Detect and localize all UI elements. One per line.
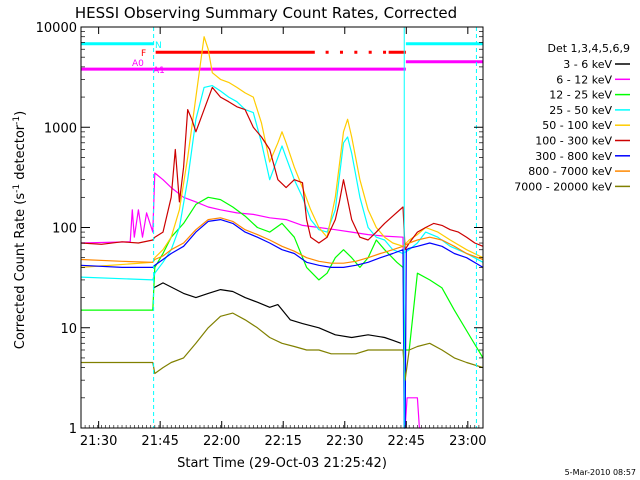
x-tick-label: 22:30 [326,434,363,449]
series-line-8 [81,312,484,381]
y-tick-label: 1 [69,422,77,437]
x-tick-label: 21:30 [80,434,117,449]
series-line-0 [153,282,402,344]
legend-title: Det 1,3,4,5,6,9 [547,42,630,55]
flag-label: A0 [132,59,144,69]
flag-label: F [141,49,146,59]
x-axis-label: Start Time (29-Oct-03 21:25:42) [177,456,387,471]
series-line-3 [80,84,484,281]
y-axis-label: Corrected Count Rate (s-1 detector-1) [12,111,28,349]
legend-label-0: 3 - 6 keV [563,58,612,71]
flag-1-dot-1 [339,50,343,54]
x-tick-label: 22:15 [264,434,301,449]
legend-label-1: 6 - 12 keV [556,73,612,86]
series-line-6 [80,219,484,429]
y-tick-label: 100 [52,222,77,237]
y-axis-label-sup2: -1 [12,116,22,125]
x-tick-label: 21:45 [141,434,178,449]
series-layer [80,36,484,429]
flag-1-dot-2 [354,50,358,54]
legend: Det 1,3,4,5,6,9 3 - 6 keV 6 - 12 keV 12 - 2… [514,42,630,193]
series-line-2 [81,196,484,359]
legend-label-4: 50 - 100 keV [542,119,612,132]
series-line-4 [80,36,484,268]
flag-label: N [155,41,162,51]
y-tick-label: 1000 [44,121,77,136]
flag-1-dot-4 [383,50,387,54]
x-tick-label: 22:45 [388,434,425,449]
series-line-7 [80,217,484,264]
timestamp: 5-Mar-2010 08:57 [565,468,636,477]
x-tick-label: 22:00 [203,434,240,449]
flag-1-dot-0 [325,50,329,54]
series-line-1 [80,172,422,429]
y-tick-label: 10000 [36,21,77,36]
legend-label-2: 12 - 25 keV [549,89,612,102]
y-axis-label-main: Corrected Count Rate (s [13,193,28,350]
chart-title: HESSI Observing Summary Count Rates, Cor… [75,4,457,22]
axes-layer: 21:30 21:45 22:00 22:15 22:30 22:45 23:00 1 10 10… [36,21,487,449]
vlines-layer [80,27,477,428]
series-line-5 [80,86,484,251]
legend-label-5: 100 - 300 keV [535,135,612,148]
legend-label-8: 7000 - 20000 keV [514,180,612,193]
legend-label-7: 800 - 7000 keV [528,165,612,178]
y-axis-label-mid: detector [13,124,28,184]
x-tick-label: 23:00 [449,434,486,449]
flag-label: A1 [153,66,165,76]
y-axis-label-sup1: -1 [12,184,22,193]
y-tick-label: 10 [60,322,77,337]
legend-label-3: 25 - 50 keV [549,104,612,117]
y-axis-label-end: ) [13,111,28,116]
legend-label-6: 300 - 800 keV [535,150,612,163]
flag-1-dot-3 [368,50,372,54]
